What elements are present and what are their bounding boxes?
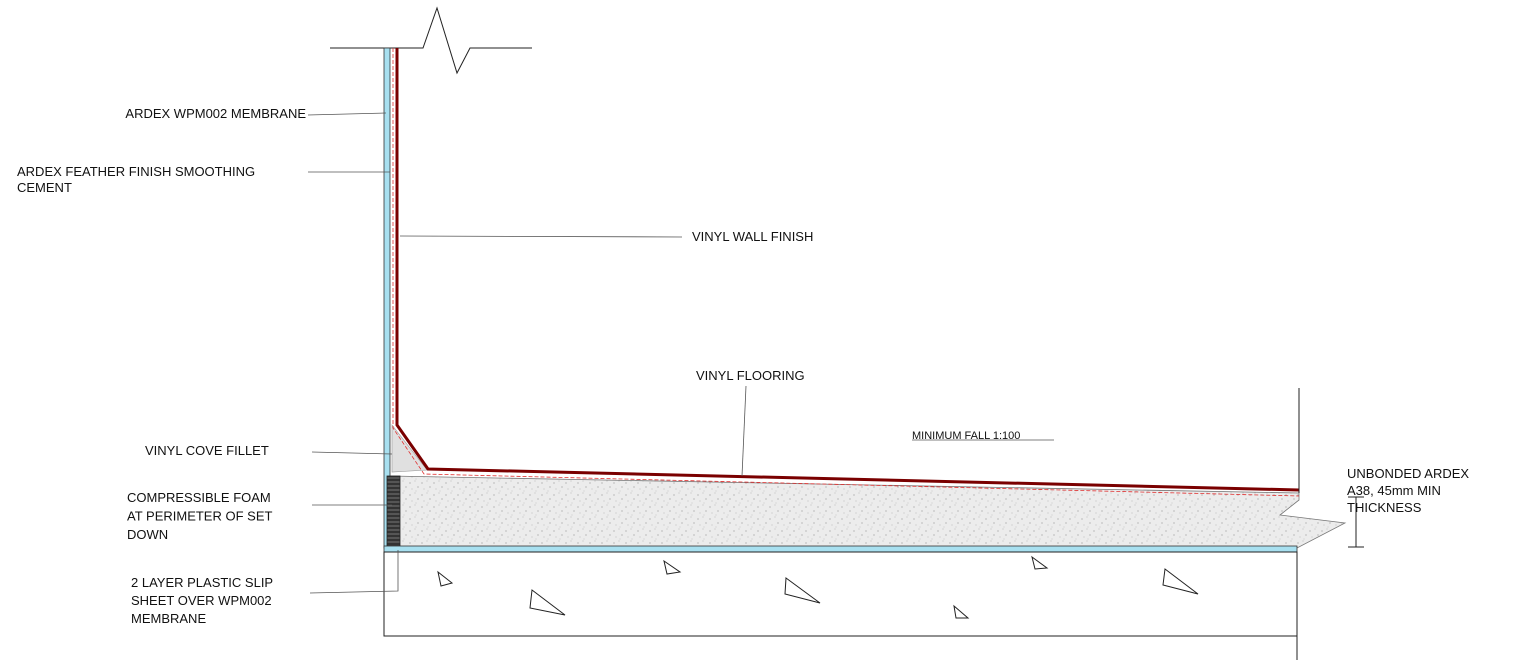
label-line: ARDEX FEATHER FINISH SMOOTHING [17, 164, 255, 179]
label-wall-finish: VINYL WALL FINISH [692, 229, 813, 244]
label-line: THICKNESS [1347, 500, 1422, 515]
label-line: 2 LAYER PLASTIC SLIP [131, 575, 273, 590]
geometry [307, 6, 1364, 660]
label-flooring: VINYL FLOORING [696, 368, 805, 383]
label-smoothing: ARDEX FEATHER FINISH SMOOTHING CEMENT [17, 164, 255, 195]
label-line: COMPRESSIBLE FOAM [127, 490, 271, 505]
label-line: DOWN [127, 527, 168, 542]
label-line: UNBONDED ARDEX [1347, 466, 1469, 481]
label-cove: VINYL COVE FILLET [145, 443, 269, 458]
label-fall: MINIMUM FALL 1:100 [912, 430, 1020, 442]
labels: ARDEX WPM002 MEMBRANE ARDEX FEATHER FINIS… [17, 106, 1469, 626]
label-line: MEMBRANE [131, 611, 206, 626]
label-line: SHEET OVER WPM002 [131, 593, 272, 608]
label-line: VINYL COVE FILLET [145, 443, 269, 458]
label-line: MINIMUM FALL 1:100 [912, 430, 1020, 442]
label-line: VINYL WALL FINISH [692, 229, 813, 244]
label-line: CEMENT [17, 180, 72, 195]
label-line: AT PERIMETER OF SET [127, 509, 272, 524]
label-screed: UNBONDED ARDEX A38, 45mm MIN THICKNESS [1347, 466, 1469, 515]
label-slip: 2 LAYER PLASTIC SLIP SHEET OVER WPM002 MEM… [131, 575, 273, 626]
label-foam: COMPRESSIBLE FOAM AT PERIMETER OF SET DOWN [127, 490, 272, 542]
label-line: A38, 45mm MIN [1347, 483, 1441, 498]
label-line: VINYL FLOORING [696, 368, 805, 383]
label-line: ARDEX WPM002 MEMBRANE [125, 106, 306, 121]
label-membrane: ARDEX WPM002 MEMBRANE [125, 106, 306, 121]
